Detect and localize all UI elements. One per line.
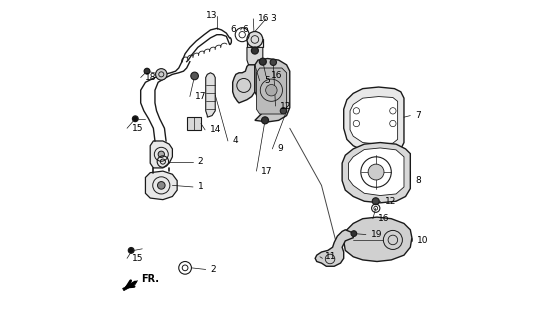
Text: 14: 14 bbox=[210, 125, 221, 134]
Text: 19: 19 bbox=[371, 230, 382, 239]
Circle shape bbox=[270, 59, 277, 66]
Circle shape bbox=[280, 108, 287, 114]
Text: 12: 12 bbox=[385, 197, 396, 206]
Text: 4: 4 bbox=[233, 136, 238, 146]
Polygon shape bbox=[315, 230, 353, 266]
Polygon shape bbox=[233, 65, 255, 103]
Circle shape bbox=[128, 248, 134, 253]
Circle shape bbox=[191, 72, 198, 80]
Text: FR.: FR. bbox=[141, 274, 159, 284]
Circle shape bbox=[372, 198, 379, 205]
Text: 2: 2 bbox=[198, 157, 203, 166]
Polygon shape bbox=[256, 68, 287, 114]
Polygon shape bbox=[187, 117, 201, 130]
Polygon shape bbox=[150, 141, 172, 168]
Polygon shape bbox=[206, 73, 215, 117]
Circle shape bbox=[247, 32, 263, 47]
Text: 1: 1 bbox=[198, 182, 203, 191]
Text: 6: 6 bbox=[230, 25, 236, 35]
Text: 10: 10 bbox=[417, 236, 428, 245]
Text: 8: 8 bbox=[415, 176, 421, 185]
Circle shape bbox=[266, 84, 277, 96]
Text: 11: 11 bbox=[325, 252, 336, 261]
Polygon shape bbox=[255, 59, 290, 122]
Text: 9: 9 bbox=[277, 144, 283, 153]
Text: 15: 15 bbox=[132, 254, 143, 263]
Polygon shape bbox=[344, 87, 404, 152]
Text: 5: 5 bbox=[264, 76, 270, 85]
Circle shape bbox=[260, 58, 266, 65]
Text: 17: 17 bbox=[261, 167, 273, 176]
Polygon shape bbox=[145, 171, 177, 200]
Circle shape bbox=[262, 117, 268, 124]
Polygon shape bbox=[350, 97, 398, 144]
Circle shape bbox=[158, 151, 164, 157]
Text: 16: 16 bbox=[377, 214, 389, 223]
Text: 7: 7 bbox=[415, 111, 421, 120]
Circle shape bbox=[144, 68, 150, 74]
Circle shape bbox=[368, 164, 384, 180]
Text: 16: 16 bbox=[258, 14, 269, 23]
Circle shape bbox=[132, 116, 138, 122]
Polygon shape bbox=[344, 217, 412, 261]
Text: 15: 15 bbox=[132, 124, 143, 133]
Circle shape bbox=[158, 181, 165, 189]
Polygon shape bbox=[123, 281, 138, 291]
Text: 6: 6 bbox=[242, 25, 248, 35]
Text: 18: 18 bbox=[145, 73, 157, 82]
Text: 13: 13 bbox=[206, 11, 218, 20]
Polygon shape bbox=[348, 148, 404, 196]
Circle shape bbox=[351, 231, 356, 236]
Text: 12: 12 bbox=[280, 101, 291, 111]
Circle shape bbox=[251, 47, 258, 54]
Text: 3: 3 bbox=[271, 14, 277, 23]
Polygon shape bbox=[342, 142, 410, 203]
Text: 2: 2 bbox=[210, 265, 216, 274]
Text: 16: 16 bbox=[271, 71, 282, 80]
Text: 17: 17 bbox=[195, 92, 206, 101]
Polygon shape bbox=[247, 47, 263, 65]
Circle shape bbox=[155, 69, 167, 80]
